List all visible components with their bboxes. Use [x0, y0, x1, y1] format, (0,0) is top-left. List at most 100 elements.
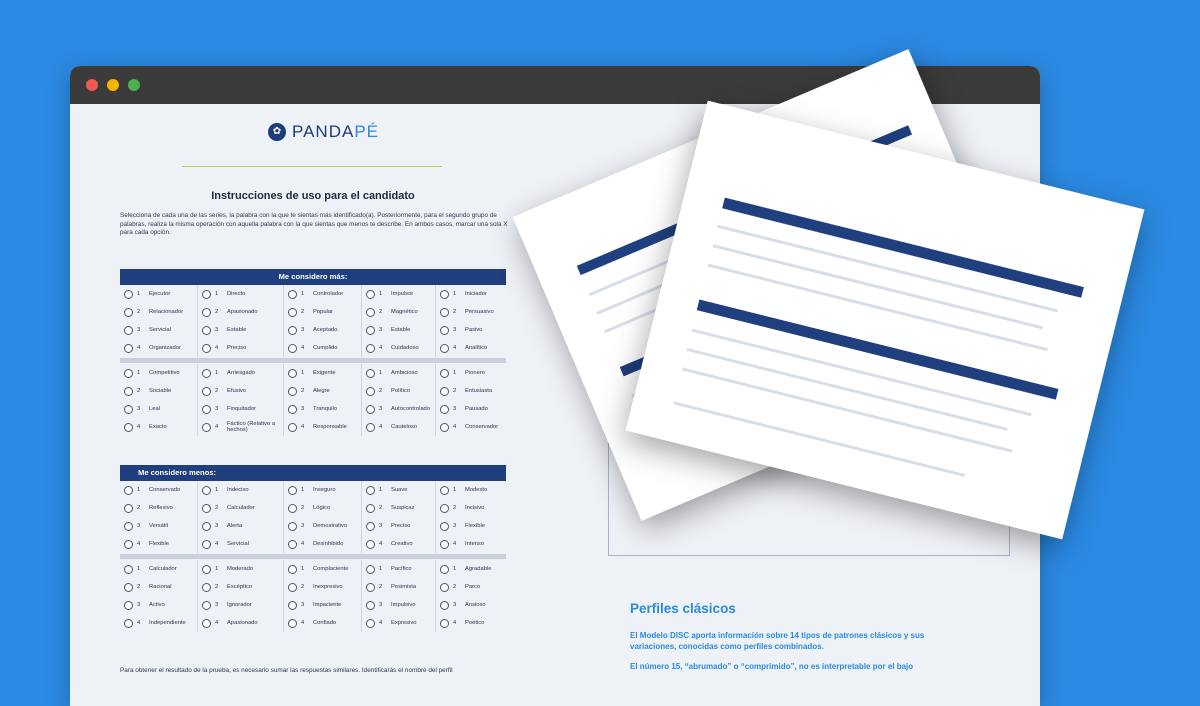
radio-button[interactable]	[440, 564, 449, 574]
option-cell[interactable]: 3 Tranquilo	[284, 400, 362, 418]
option-cell[interactable]: 3 Pasivo	[436, 321, 506, 339]
option-cell[interactable]: 1 Indeciso	[198, 481, 284, 499]
radio-button[interactable]	[366, 386, 375, 396]
radio-button[interactable]	[124, 307, 133, 317]
option-cell[interactable]: 2 Persuasivo	[436, 303, 506, 321]
radio-button[interactable]	[202, 404, 211, 414]
option-cell[interactable]: 4 Intenso	[436, 535, 506, 553]
radio-button[interactable]	[440, 343, 449, 353]
radio-button[interactable]	[440, 422, 449, 432]
radio-button[interactable]	[366, 404, 375, 414]
radio-button[interactable]	[124, 618, 133, 628]
option-cell[interactable]: 2 Alegre	[284, 382, 362, 400]
option-cell[interactable]: 3 Estable	[198, 321, 284, 339]
option-cell[interactable]: 4 Cumplido	[284, 339, 362, 357]
radio-button[interactable]	[202, 564, 211, 574]
minimize-dot-icon[interactable]	[107, 79, 119, 91]
radio-button[interactable]	[366, 325, 375, 335]
option-cell[interactable]: 1 Moderado	[198, 560, 284, 578]
radio-button[interactable]	[288, 404, 297, 414]
option-cell[interactable]: 4 Poético	[436, 614, 506, 632]
radio-button[interactable]	[288, 582, 297, 592]
radio-button[interactable]	[288, 386, 297, 396]
radio-button[interactable]	[124, 503, 133, 513]
option-cell[interactable]: 4 Analítico	[436, 339, 506, 357]
radio-button[interactable]	[288, 289, 297, 299]
option-cell[interactable]: 4 Exacto	[120, 418, 198, 436]
option-cell[interactable]: 1 Ambicioso	[362, 364, 436, 382]
option-cell[interactable]: 1 Directo	[198, 285, 284, 303]
radio-button[interactable]	[366, 618, 375, 628]
option-cell[interactable]: 1 Pionero	[436, 364, 506, 382]
radio-button[interactable]	[202, 343, 211, 353]
radio-button[interactable]	[202, 503, 211, 513]
radio-button[interactable]	[288, 343, 297, 353]
option-cell[interactable]: 1 Controlador	[284, 285, 362, 303]
radio-button[interactable]	[288, 368, 297, 378]
radio-button[interactable]	[366, 564, 375, 574]
option-cell[interactable]: 2 Racional	[120, 578, 198, 596]
radio-button[interactable]	[440, 600, 449, 610]
radio-button[interactable]	[440, 404, 449, 414]
radio-button[interactable]	[366, 343, 375, 353]
option-cell[interactable]: 1 Agradable	[436, 560, 506, 578]
option-cell[interactable]: 4 Confiado	[284, 614, 362, 632]
option-cell[interactable]: 4 Organizador	[120, 339, 198, 357]
option-cell[interactable]: 2 Pesimista	[362, 578, 436, 596]
radio-button[interactable]	[288, 503, 297, 513]
radio-button[interactable]	[202, 485, 211, 495]
option-cell[interactable]: 2 Relacionador	[120, 303, 198, 321]
option-cell[interactable]: 1 Pacífico	[362, 560, 436, 578]
option-cell[interactable]: 2 Sociable	[120, 382, 198, 400]
radio-button[interactable]	[202, 289, 211, 299]
option-cell[interactable]: 4 Creativo	[362, 535, 436, 553]
radio-button[interactable]	[288, 521, 297, 531]
radio-button[interactable]	[440, 368, 449, 378]
option-cell[interactable]: 3 Pausado	[436, 400, 506, 418]
option-cell[interactable]: 3 Demostrativo	[284, 517, 362, 535]
option-cell[interactable]: 2 Apasionado	[198, 303, 284, 321]
radio-button[interactable]	[288, 422, 297, 432]
radio-button[interactable]	[124, 600, 133, 610]
radio-button[interactable]	[440, 503, 449, 513]
option-cell[interactable]: 1 Complaciente	[284, 560, 362, 578]
radio-button[interactable]	[124, 386, 133, 396]
option-cell[interactable]: 2 Político	[362, 382, 436, 400]
radio-button[interactable]	[124, 404, 133, 414]
radio-button[interactable]	[124, 564, 133, 574]
option-cell[interactable]: 3 Activo	[120, 596, 198, 614]
radio-button[interactable]	[440, 325, 449, 335]
radio-button[interactable]	[288, 600, 297, 610]
radio-button[interactable]	[440, 521, 449, 531]
option-cell[interactable]: 1 Conservado	[120, 481, 198, 499]
radio-button[interactable]	[440, 485, 449, 495]
radio-button[interactable]	[366, 307, 375, 317]
option-cell[interactable]: 1 Impulsor	[362, 285, 436, 303]
option-cell[interactable]: 4 Desinhibido	[284, 535, 362, 553]
radio-button[interactable]	[202, 539, 211, 549]
radio-button[interactable]	[124, 289, 133, 299]
option-cell[interactable]: 4 Fáctico (Relativo a hechos)	[198, 418, 284, 436]
option-cell[interactable]: 3 Aceptado	[284, 321, 362, 339]
radio-button[interactable]	[288, 307, 297, 317]
radio-button[interactable]	[366, 539, 375, 549]
option-cell[interactable]: 3 Ignorador	[198, 596, 284, 614]
radio-button[interactable]	[366, 368, 375, 378]
radio-button[interactable]	[202, 618, 211, 628]
option-cell[interactable]: 2 Inexpresivo	[284, 578, 362, 596]
radio-button[interactable]	[366, 600, 375, 610]
option-cell[interactable]: 3 Versátil	[120, 517, 198, 535]
option-cell[interactable]: 3 Autocontrolado	[362, 400, 436, 418]
option-cell[interactable]: 1 Competitivo	[120, 364, 198, 382]
option-cell[interactable]: 1 Modesto	[436, 481, 506, 499]
radio-button[interactable]	[202, 368, 211, 378]
option-cell[interactable]: 4 Servicial	[198, 535, 284, 553]
radio-button[interactable]	[202, 325, 211, 335]
radio-button[interactable]	[440, 386, 449, 396]
radio-button[interactable]	[440, 289, 449, 299]
radio-button[interactable]	[366, 582, 375, 592]
option-cell[interactable]: 3 Impulsivo	[362, 596, 436, 614]
radio-button[interactable]	[288, 564, 297, 574]
option-cell[interactable]: 1 Exigente	[284, 364, 362, 382]
radio-button[interactable]	[366, 422, 375, 432]
